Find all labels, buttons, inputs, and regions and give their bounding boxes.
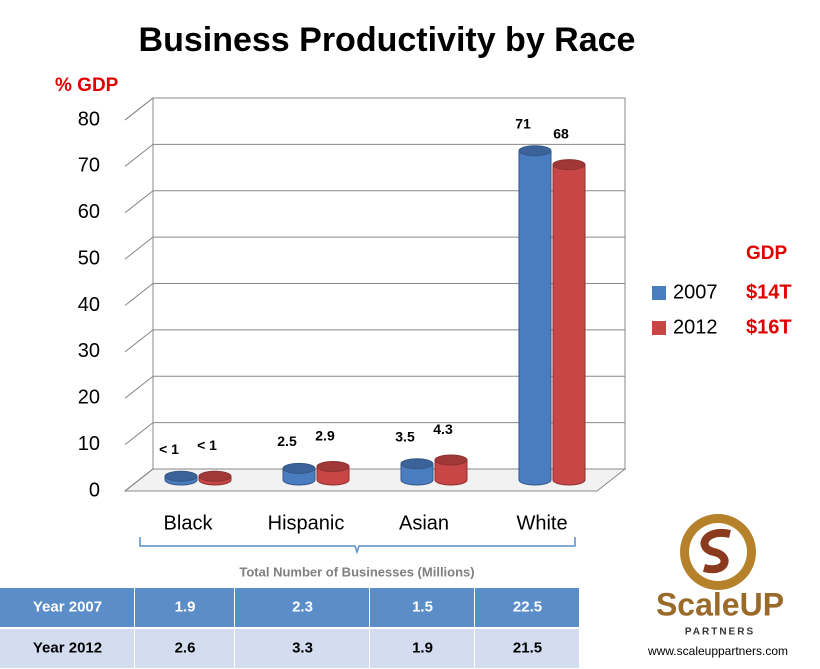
legend-swatch [652,321,666,335]
logo-s [700,528,731,574]
bar-top [552,159,586,171]
table-text: 1.5 [412,598,433,615]
y-tick-label: 50 [78,247,100,269]
data-label: 4.3 [433,421,453,437]
bar-top [164,470,198,482]
grid-line [124,283,625,306]
x-tick-label: Hispanic [268,512,345,534]
legend-label: 2012 [673,316,718,338]
bar-top [518,145,552,157]
data-label: 3.5 [395,428,415,444]
x-tick-label: White [516,512,567,534]
x-tick-label: Asian [399,512,449,534]
table-cell [475,588,579,627]
table-text: 1.9 [412,639,433,656]
logo-sub: PARTNERS [685,627,755,638]
y-tick-label: 80 [78,108,100,130]
bar [282,462,316,486]
y-tick-label: 0 [89,479,100,501]
table: Year 2007 1.9 2.3 1.5 22.5 Year 2012 2.6 3.3 1.9… [0,588,579,668]
table-cell [370,629,474,668]
x-note: Total Number of Businesses (Millions) [239,564,474,579]
data-label: 68 [553,125,569,141]
legend-note: $16T [746,316,792,338]
bracket [139,537,576,555]
chart-title: Business Productivity by Race [139,21,636,59]
table-cell [235,588,369,627]
bar [164,470,198,486]
bar-top [434,454,468,466]
table-cell [0,588,134,627]
grid-line [124,468,625,492]
grid-line [124,97,625,121]
grid-line [124,375,625,399]
legend-note: $14T [746,281,792,303]
table-text: 22.5 [513,598,542,615]
grid-line [124,329,625,353]
y-tick-label: 20 [78,387,100,409]
bar-top [198,470,232,482]
bar [400,458,434,486]
grid-line [124,236,625,260]
table-cell [235,629,369,668]
bar-top [400,458,434,470]
bar [198,470,232,486]
grid-line [124,190,625,214]
grid-line [124,422,625,446]
table-cell [370,588,474,627]
table-text: 21.5 [513,639,542,656]
bar-top [282,462,316,474]
bar [552,159,586,486]
y-tick-label: 30 [78,340,100,362]
table-text: 3.3 [292,639,313,656]
legend-label: 2007 [673,281,718,303]
data-label: 2.9 [315,427,335,443]
table-text: 2.6 [175,639,196,656]
y-axis-label: % GDP [55,75,119,96]
data-label: 2.5 [277,433,297,449]
logo-name: ScaleUP [656,586,784,622]
bar-top [316,461,350,473]
table-cell [0,629,134,668]
y-tick-label: 10 [78,433,100,455]
table-cell [135,588,234,627]
x-tick-label: Black [164,512,214,534]
data-label: < 1 [197,437,217,453]
legend-title: GDP [746,243,788,264]
logo: ScaleUP PARTNERS www.scaleuppartners.com [647,514,788,658]
bar-body [518,150,552,486]
y-tick-label: 60 [78,201,100,223]
table-cell [135,629,234,668]
table-text: Year 2007 [33,598,102,615]
table-text: Year 2012 [33,639,102,656]
bar [518,145,552,486]
legend-swatch [652,286,666,300]
table-text: 1.9 [175,598,196,615]
y-tick-label: 70 [78,155,100,177]
data-label: < 1 [159,441,179,457]
data-label: 71 [515,115,531,131]
y-tick-label: 40 [78,294,100,316]
logo-url: www.scaleuppartners.com [647,644,788,658]
bar [434,454,468,486]
bar-body [434,459,468,486]
table-cell [475,629,579,668]
bar [316,461,350,486]
grid-line [124,143,625,167]
table-text: 2.3 [292,598,313,615]
bar-body [552,164,586,486]
bar-body [400,463,434,486]
